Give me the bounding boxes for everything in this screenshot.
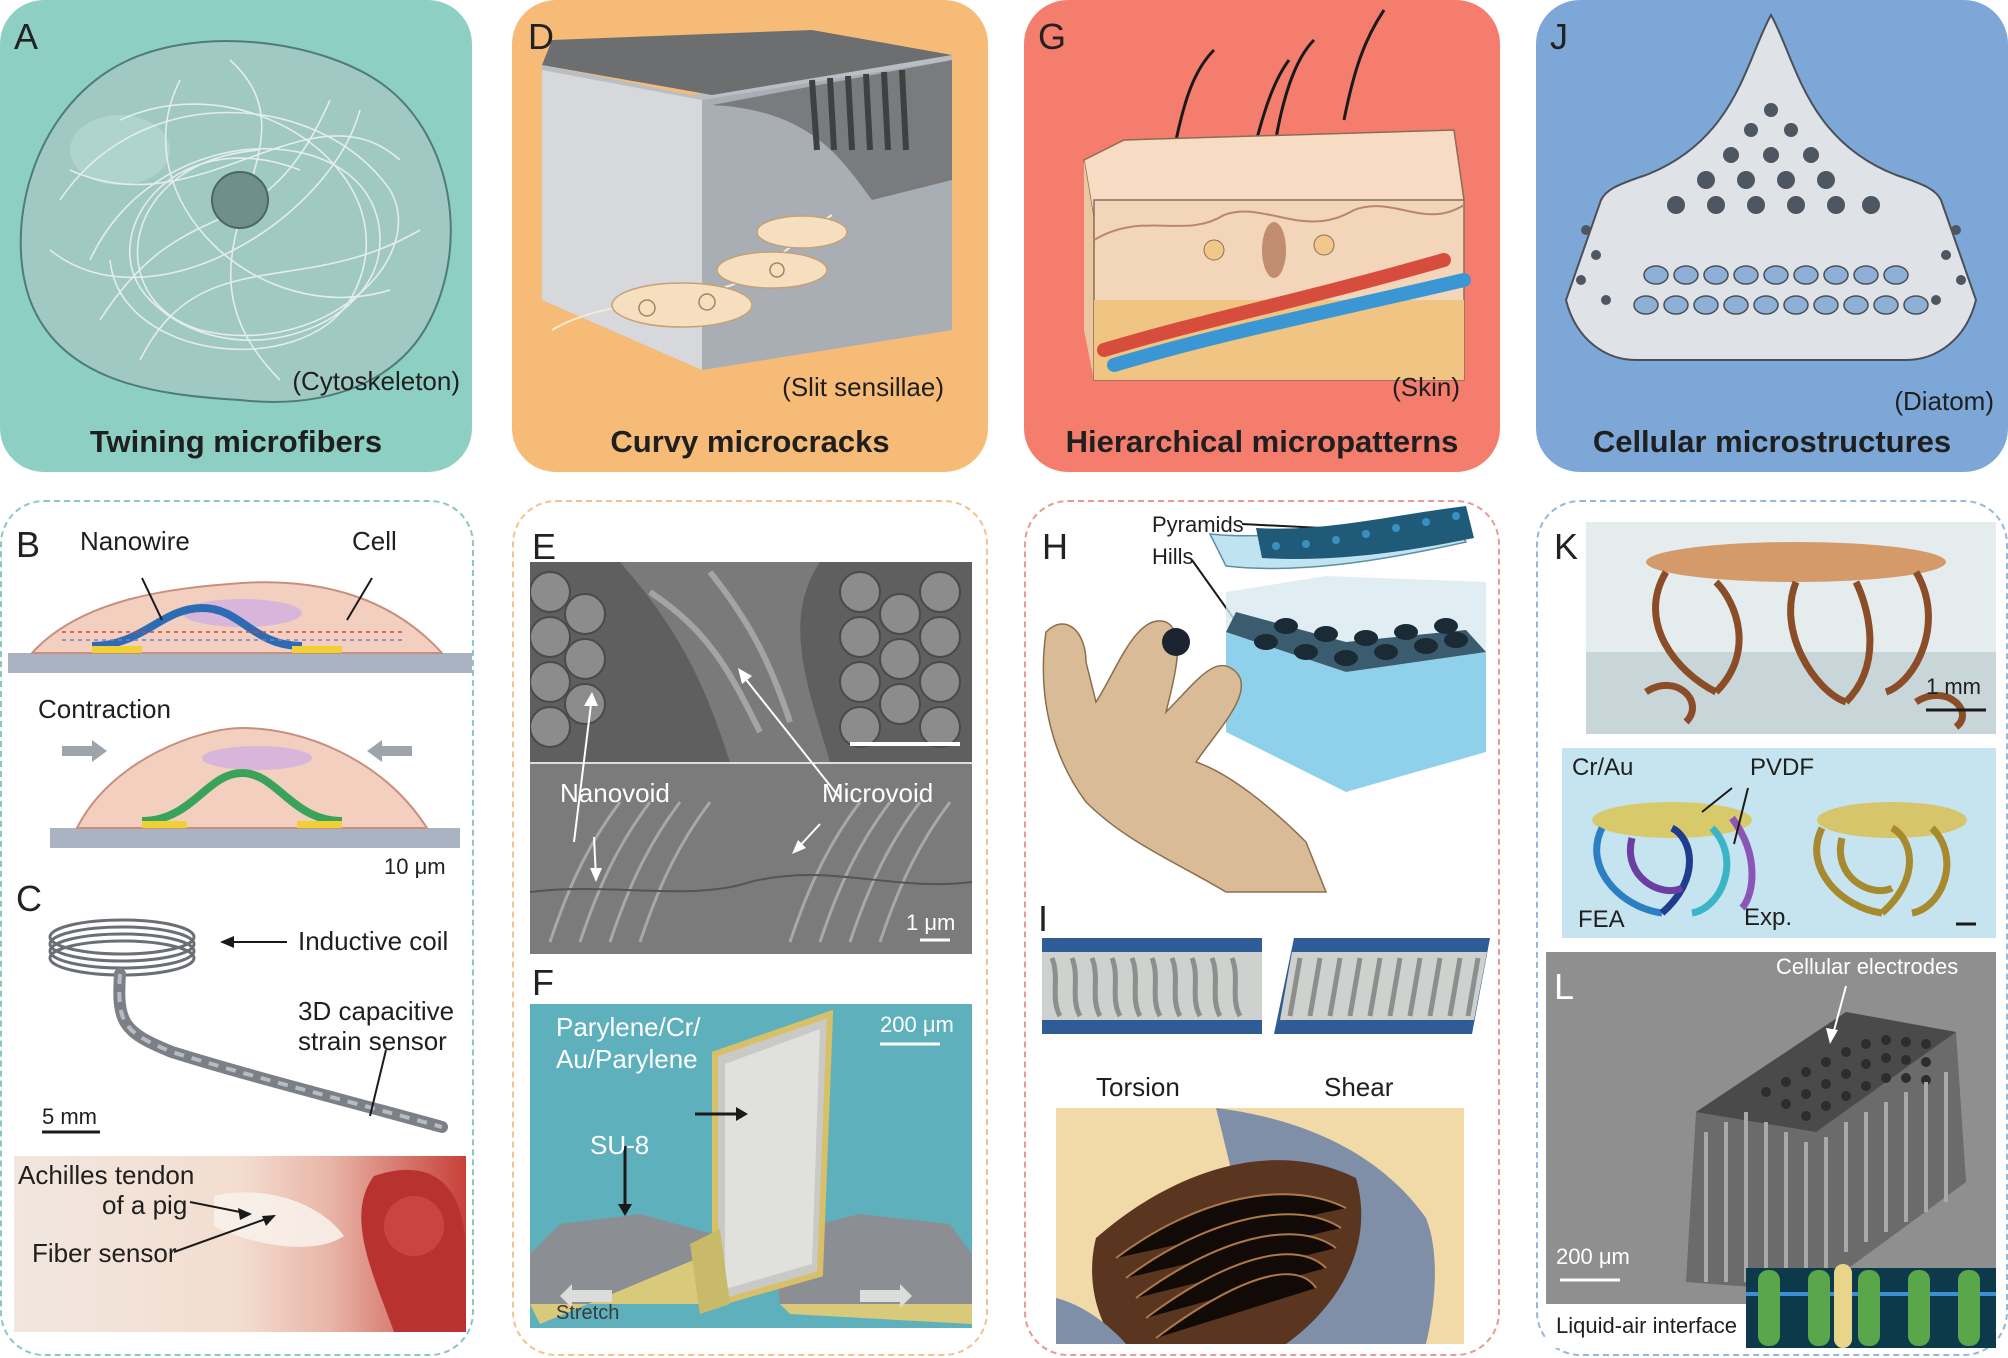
parylene-structure-texture (530, 1004, 972, 1328)
capacitive-sensor-illustration (42, 918, 448, 1134)
panel-letter-k: K (1554, 526, 1579, 567)
copper-spiral-texture (1586, 522, 1996, 734)
cellular-electrodes-sem: Cellular electrodes L 200 μm Liquid-air … (1546, 952, 1996, 1348)
layers-label-line-1: Parylene/Cr/ (556, 1012, 701, 1042)
panel-letter-b: B (16, 524, 41, 565)
sem-microvoid-image: Nanovoid Microvoid 1 μm (530, 562, 972, 954)
pyramids-label: Pyramids (1152, 512, 1244, 537)
stretch-label: Stretch (556, 1302, 620, 1324)
panel-column-4: K 1 mm (1536, 500, 2008, 1356)
torsion-shear-samples (1042, 938, 1490, 1034)
panel-letter-j: J (1550, 16, 1568, 57)
panel-column-2: E (512, 500, 988, 1356)
tendon-photo-detail (173, 1169, 466, 1332)
cell-nanowire-diagram (8, 577, 472, 848)
cellular-electrodes-texture (1546, 952, 1996, 1348)
card-title: Cellular microstructures (1592, 424, 1952, 459)
exp-label: Exp. (1744, 904, 1793, 931)
card-slit-sensillae: D (Slit sensillae) Curvy microcracks (512, 0, 988, 472)
fea-experiment-texture (1562, 748, 1996, 938)
panel-column-3: H Pyramids Hills I (1024, 500, 1500, 1356)
panel-letter-a: A (14, 16, 39, 57)
card-caption: (Slit sensillae) (782, 372, 944, 402)
flexible-sensor-texture (1056, 1108, 1435, 1344)
scale-bar-label: 5 mm (42, 1104, 97, 1129)
card-title: Curvy microcracks (610, 424, 890, 459)
card-caption: (Skin) (1392, 372, 1460, 402)
fea-label: FEA (1578, 906, 1625, 933)
microvoid-label: Microvoid (822, 778, 934, 808)
copper-spiral-photo: 1 mm (1586, 522, 1996, 734)
panel-column-1: B Nanowire Cell Contraction 10 μm C (0, 500, 474, 1356)
panel-letter-e: E (532, 526, 557, 567)
liquid-air-interface-label: Liquid-air interface (1546, 1304, 1746, 1348)
card-title: Twining microfibers (89, 424, 383, 459)
sensor-label-line-1: 3D capacitive (298, 996, 455, 1026)
card-skin: G (Skin) Hierarchical micropatterns (1024, 0, 1500, 472)
flexible-sensor-photo (1056, 1108, 1464, 1344)
robotic-hand-sensor-illustration (1042, 506, 1486, 893)
panel-letter-c: C (16, 878, 42, 919)
panel-letter-i: I (1038, 898, 1049, 939)
pig-tendon-photo: Achilles tendon of a pig Fiber sensor (14, 1156, 466, 1332)
diatom-illustration (1564, 12, 1978, 361)
sensor-label-line-2: strain sensor (298, 1026, 447, 1056)
card-caption: (Diatom) (1894, 386, 1994, 416)
parylene-structure-image: Parylene/Cr/ Au/Parylene SU-8 200 μm Str… (530, 1004, 972, 1328)
fiber-sensor-label: Fiber sensor (32, 1238, 177, 1268)
card-caption: (Cytoskeleton) (292, 366, 460, 396)
cell-illustration (19, 40, 452, 403)
inductive-coil-label: Inductive coil (298, 926, 449, 956)
sem-image-texture (530, 562, 972, 954)
fea-experiment-comparison: Cr/Au PVDF FEA Exp. (1562, 748, 1996, 938)
tendon-label-line-2: of a pig (102, 1190, 188, 1220)
tendon-label-line-1: Achilles tendon (18, 1160, 195, 1190)
cellular-electrodes-label: Cellular electrodes (1776, 954, 1959, 979)
su8-label: SU-8 (590, 1130, 650, 1160)
card-cytoskeleton: A (Cytoskeleton) Twining microfibers (0, 0, 472, 472)
scale-bar-label: 1 μm (906, 910, 956, 935)
card-title: Hierarchical micropatterns (1065, 424, 1459, 459)
torsion-label: Torsion (1096, 1072, 1180, 1102)
scale-bar-label: 200 μm (880, 1012, 954, 1037)
pvdf-label: PVDF (1750, 754, 1815, 781)
shear-label: Shear (1324, 1072, 1394, 1102)
panel-letter-h: H (1042, 526, 1068, 567)
scale-bar-label: 1 mm (1926, 674, 1981, 699)
nanovoid-label: Nanovoid (560, 778, 670, 808)
cell-label: Cell (352, 526, 397, 556)
hills-label: Hills (1152, 544, 1194, 569)
crau-label: Cr/Au (1572, 754, 1634, 781)
panel-letter-g: G (1038, 16, 1067, 57)
card-diatom: J (Diatom) Cellular microstructures (1536, 0, 2008, 472)
panel-letter-d: D (528, 16, 554, 57)
skin-illustration (1083, 9, 1471, 381)
nanowire-label: Nanowire (80, 526, 190, 556)
scale-bar-label: 200 μm (1556, 1244, 1630, 1269)
scale-bar-label: 10 μm (384, 854, 446, 879)
contraction-label: Contraction (38, 694, 171, 724)
slit-sensillae-illustration (542, 30, 952, 370)
panel-letter-f: F (532, 962, 554, 1003)
layers-label-line-2: Au/Parylene (556, 1044, 698, 1074)
panel-letter-l: L (1554, 966, 1575, 1007)
